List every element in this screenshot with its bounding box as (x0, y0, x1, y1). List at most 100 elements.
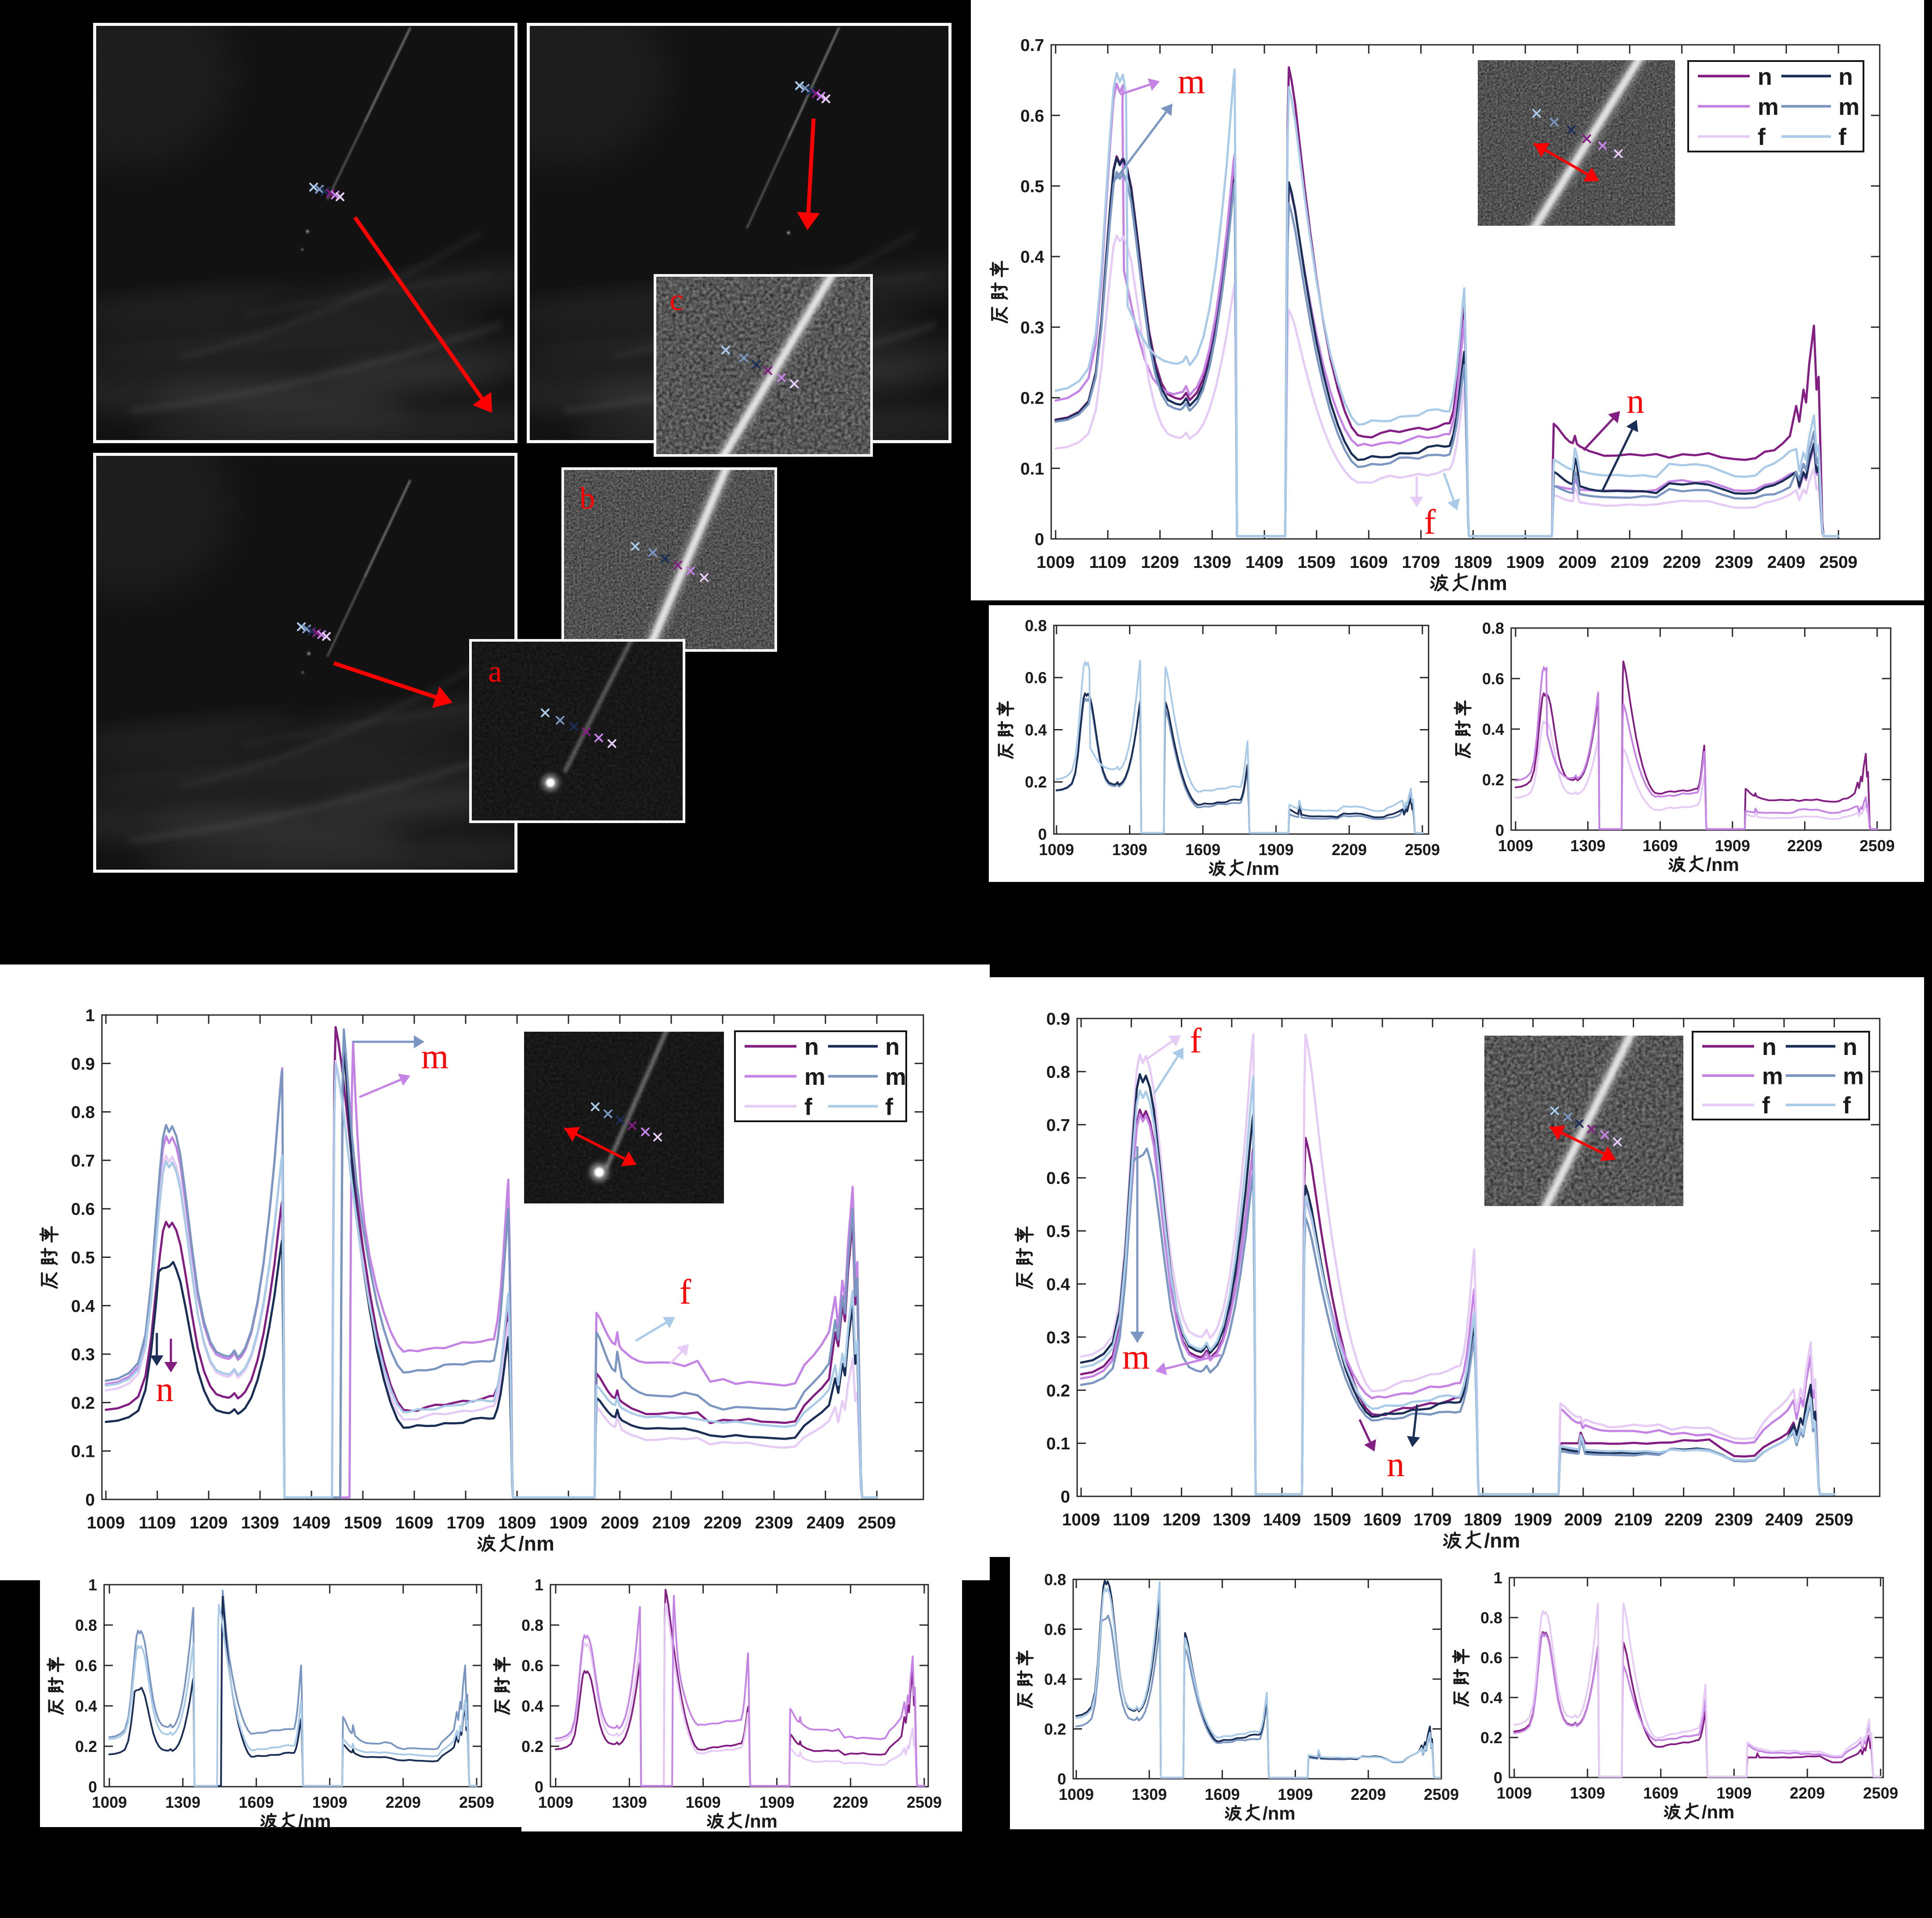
svg-text:1209: 1209 (1162, 1510, 1201, 1529)
svg-text:1909: 1909 (1716, 1784, 1751, 1802)
svg-text:0.7: 0.7 (1020, 36, 1044, 55)
svg-text:0.8: 0.8 (71, 1103, 95, 1122)
svg-text:0.1: 0.1 (1046, 1434, 1070, 1453)
svg-text:1309: 1309 (1193, 553, 1231, 572)
svg-text:f: f (1190, 1022, 1202, 1060)
svg-text:f: f (1838, 124, 1847, 150)
svg-text:c: c (669, 283, 683, 317)
svg-text:b: b (580, 482, 595, 516)
svg-text:0.8: 0.8 (1025, 617, 1047, 635)
svg-text:2109: 2109 (1614, 1510, 1653, 1529)
svg-text:1: 1 (1494, 1569, 1502, 1587)
svg-text:1309: 1309 (165, 1793, 200, 1811)
svg-text:1309: 1309 (1570, 837, 1606, 855)
svg-text:0: 0 (85, 1491, 95, 1510)
svg-text:1809: 1809 (498, 1513, 536, 1532)
svg-text:0.6: 0.6 (75, 1657, 97, 1675)
svg-text:1909: 1909 (1715, 837, 1750, 855)
svg-text:0.2: 0.2 (1020, 389, 1044, 408)
svg-text:1309: 1309 (612, 1793, 647, 1811)
svg-text:0.4: 0.4 (521, 1697, 543, 1715)
svg-text:0.2: 0.2 (1482, 771, 1504, 789)
svg-text:/nm: /nm (1247, 858, 1280, 879)
svg-text:0.4: 0.4 (75, 1697, 97, 1715)
svg-text:/nm: /nm (1471, 572, 1507, 595)
svg-text:1009: 1009 (1062, 1510, 1100, 1529)
svg-text:1909: 1909 (1506, 553, 1545, 572)
svg-text:1909: 1909 (312, 1793, 347, 1811)
svg-text:1909: 1909 (1278, 1785, 1313, 1803)
svg-text:2209: 2209 (1331, 841, 1367, 859)
svg-text:1309: 1309 (241, 1513, 279, 1532)
svg-text:1509: 1509 (344, 1513, 382, 1532)
svg-text:1209: 1209 (190, 1513, 228, 1532)
svg-text:n: n (1838, 64, 1853, 90)
svg-text:0: 0 (88, 1778, 97, 1796)
svg-text:2109: 2109 (652, 1513, 691, 1532)
svg-text:f: f (680, 1273, 691, 1311)
svg-text:1209: 1209 (1141, 553, 1179, 572)
svg-text:1409: 1409 (1245, 553, 1284, 572)
svg-text:2509: 2509 (1405, 841, 1440, 859)
svg-text:2209: 2209 (1790, 1784, 1825, 1802)
svg-text:0.8: 0.8 (521, 1616, 543, 1634)
svg-text:0.4: 0.4 (1025, 721, 1047, 739)
svg-text:2409: 2409 (807, 1513, 845, 1532)
svg-text:0.2: 0.2 (71, 1394, 95, 1412)
svg-text:0.6: 0.6 (521, 1657, 543, 1675)
svg-text:m: m (1178, 62, 1205, 101)
svg-text:2409: 2409 (1765, 1510, 1803, 1529)
svg-text:2009: 2009 (601, 1513, 639, 1532)
svg-text:0.1: 0.1 (71, 1442, 95, 1461)
svg-text:0.1: 0.1 (1020, 459, 1044, 478)
svg-text:1509: 1509 (1313, 1510, 1351, 1529)
svg-text:0.2: 0.2 (1025, 773, 1047, 791)
svg-text:0.5: 0.5 (1020, 177, 1044, 196)
svg-text:f: f (804, 1094, 813, 1120)
svg-text:2409: 2409 (1767, 553, 1805, 572)
svg-text:1609: 1609 (1643, 1784, 1679, 1802)
svg-text:f: f (885, 1094, 894, 1120)
svg-text:/nm: /nm (1702, 1802, 1735, 1822)
svg-text:n: n (1627, 382, 1644, 421)
svg-text:f: f (1424, 503, 1436, 542)
svg-text:2009: 2009 (1559, 553, 1597, 572)
svg-text:1609: 1609 (686, 1793, 721, 1811)
svg-text:1909: 1909 (550, 1513, 588, 1532)
svg-text:f: f (1762, 1092, 1770, 1119)
svg-text:0.8: 0.8 (1480, 1609, 1502, 1627)
svg-text:1909: 1909 (759, 1793, 794, 1811)
svg-text:m: m (421, 1037, 449, 1076)
svg-text:2209: 2209 (1787, 837, 1822, 855)
svg-text:0.9: 0.9 (1046, 1010, 1070, 1029)
svg-text:a: a (488, 655, 502, 689)
svg-text:/nm: /nm (298, 1811, 331, 1831)
svg-text:1009: 1009 (1037, 553, 1075, 572)
svg-text:n: n (804, 1034, 819, 1060)
svg-text:2209: 2209 (704, 1513, 742, 1532)
svg-text:0: 0 (1035, 530, 1044, 549)
svg-text:0.4: 0.4 (71, 1297, 95, 1316)
svg-text:1: 1 (85, 1006, 95, 1025)
svg-text:/nm: /nm (1484, 1529, 1520, 1552)
svg-text:1309: 1309 (1213, 1510, 1251, 1529)
svg-text:0.2: 0.2 (1044, 1720, 1066, 1738)
svg-text:1: 1 (535, 1576, 543, 1594)
svg-text:n: n (1387, 1445, 1404, 1484)
svg-text:1009: 1009 (1059, 1785, 1094, 1803)
svg-text:0: 0 (1494, 1769, 1502, 1787)
svg-text:0.5: 0.5 (1046, 1222, 1070, 1241)
svg-text:0: 0 (1038, 825, 1047, 843)
svg-text:0.4: 0.4 (1044, 1670, 1066, 1688)
svg-text:1009: 1009 (538, 1793, 573, 1811)
svg-text:2209: 2209 (833, 1793, 868, 1811)
svg-text:2509: 2509 (907, 1793, 942, 1811)
svg-text:0.9: 0.9 (71, 1055, 95, 1073)
svg-text:1109: 1109 (139, 1513, 176, 1532)
svg-text:0.7: 0.7 (1046, 1116, 1070, 1135)
svg-text:m: m (1122, 1338, 1150, 1376)
svg-text:2209: 2209 (386, 1793, 421, 1811)
svg-text:m: m (1762, 1063, 1783, 1089)
svg-text:2509: 2509 (1863, 1784, 1898, 1802)
svg-text:0.2: 0.2 (521, 1737, 543, 1755)
